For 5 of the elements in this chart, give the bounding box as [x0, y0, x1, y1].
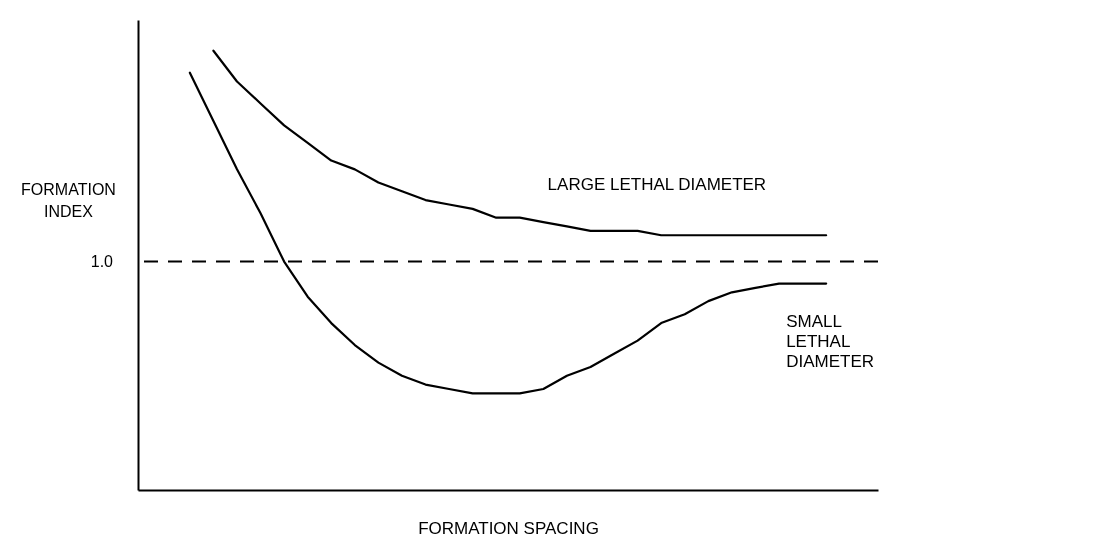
- series-label: SMALL LETHAL DIAMETER: [786, 311, 874, 371]
- x-axis-title: FORMATION SPACING: [418, 518, 599, 538]
- y-axis-title: FORMATION INDEX: [21, 180, 116, 220]
- series-label: LARGE LETHAL DIAMETER: [547, 175, 767, 195]
- text: 1.0: [90, 252, 114, 270]
